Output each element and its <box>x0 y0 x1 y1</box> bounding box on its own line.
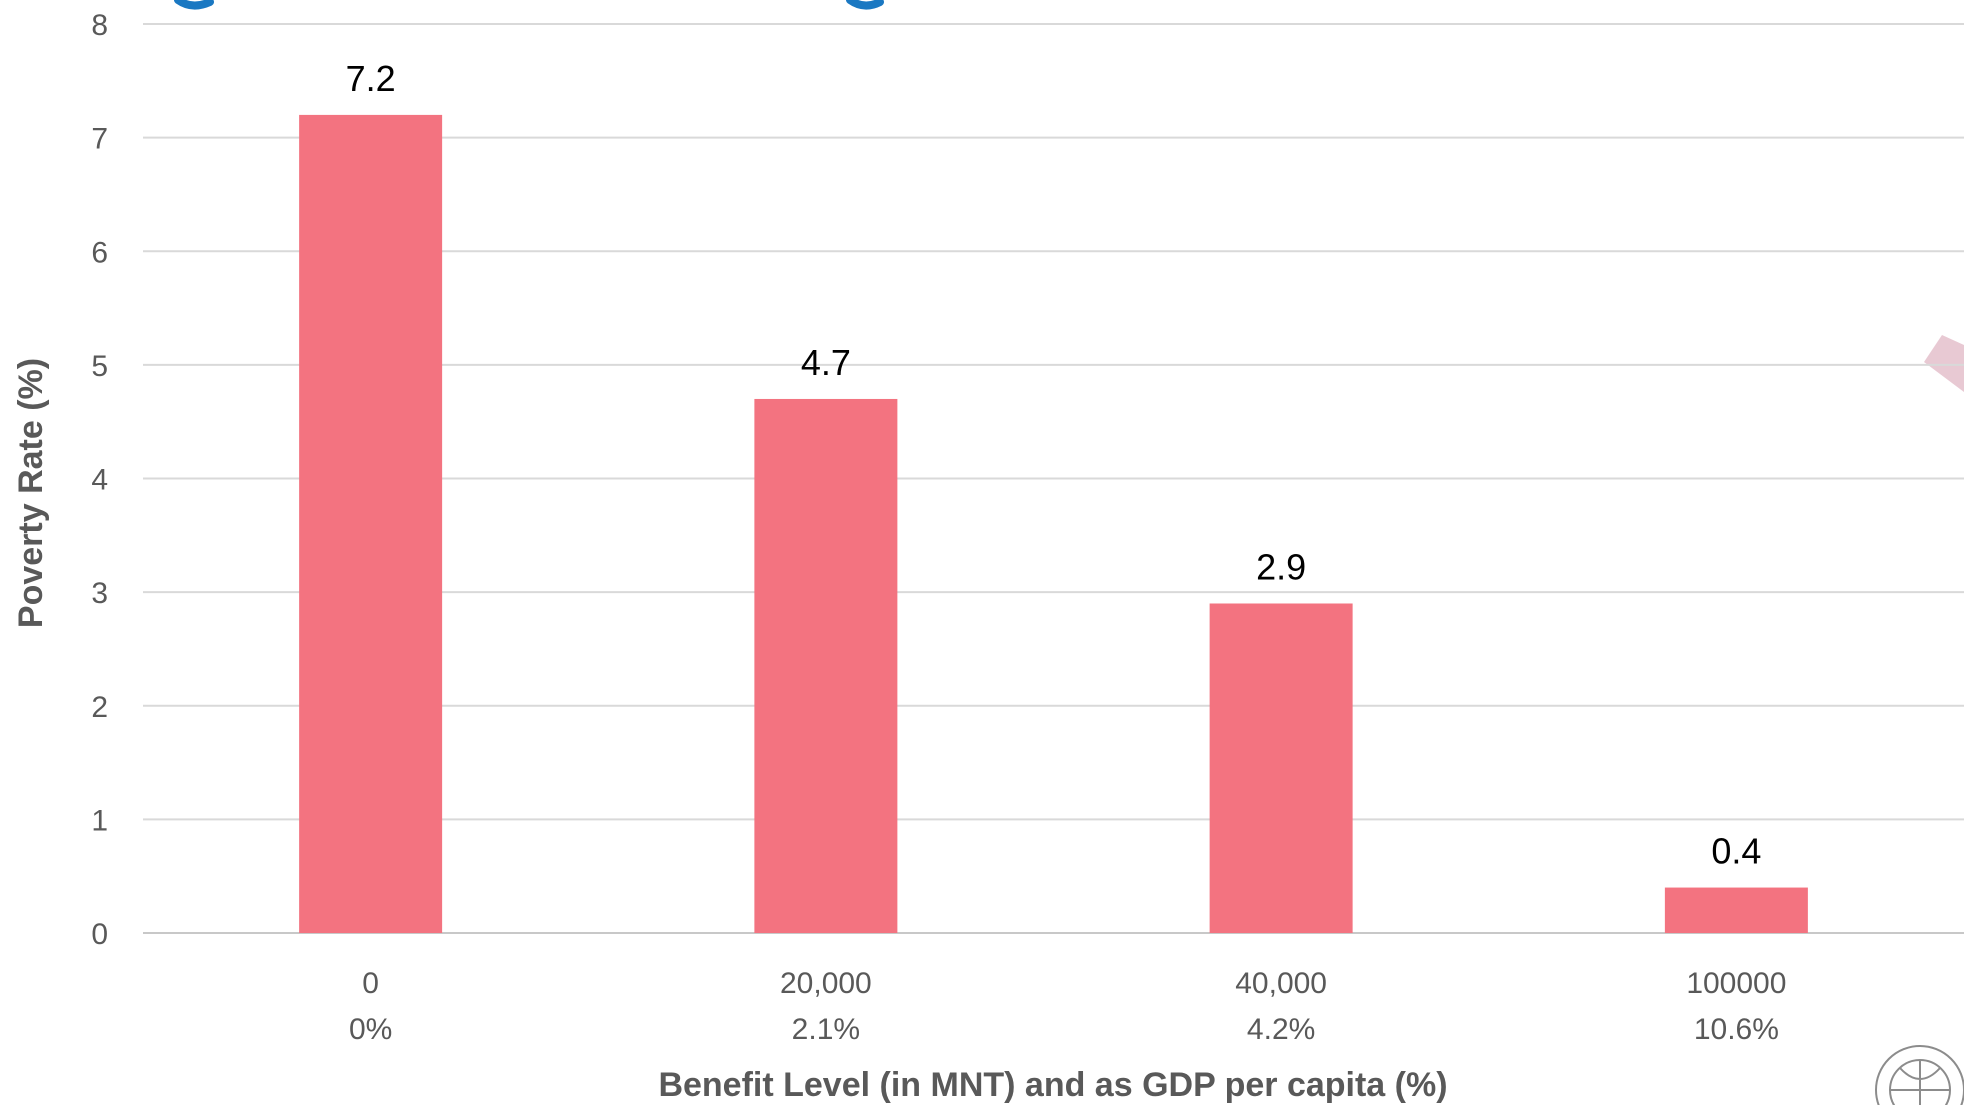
y-tick-label: 1 <box>91 804 108 837</box>
y-tick-label: 3 <box>91 577 108 610</box>
y-tick-label: 8 <box>91 9 108 42</box>
decorative-diamond-shape <box>1924 335 1964 392</box>
bar <box>299 114 443 933</box>
data-label: 7.2 <box>346 58 396 99</box>
top-arc-right <box>846 0 884 10</box>
y-axis-title: Poverty Rate (%) <box>12 358 50 628</box>
data-labels: 7.2 4.7 2.9 0.4 <box>346 58 1762 872</box>
x-tick-label-gdp-share: 4.2% <box>1247 1013 1315 1046</box>
y-tick-label: 7 <box>91 123 108 156</box>
data-label: 4.7 <box>801 342 851 383</box>
emblem-meridians <box>1890 1060 1950 1105</box>
y-tick-label: 5 <box>91 350 108 383</box>
emblem-outer-ring <box>1875 1045 1964 1105</box>
x-axis-title: Benefit Level (in MNT) and as GDP per ca… <box>658 1066 1447 1104</box>
x-tick-label-level: 0 <box>362 967 379 1000</box>
data-label: 2.9 <box>1256 546 1306 587</box>
bars <box>299 114 1808 933</box>
y-tick-label: 6 <box>91 236 108 269</box>
gridlines <box>143 23 1964 934</box>
x-tick-label-level: 20,000 <box>780 967 872 1000</box>
un-emblem-logo <box>1875 1045 1964 1105</box>
y-tick-label: 0 <box>91 918 108 951</box>
x-tick-label-gdp-share: 0% <box>349 1013 392 1046</box>
x-tick-label-gdp-share: 2.1% <box>792 1013 860 1046</box>
x-tick-label-gdp-share: 10.6% <box>1694 1013 1779 1046</box>
x-axis-ticks: 0 0% 20,000 2.1% 40,000 4.2% 100000 10.6% <box>349 967 1786 1046</box>
top-arc-left <box>174 0 214 10</box>
bar <box>1209 603 1353 933</box>
decorative-top-arcs <box>174 0 884 10</box>
bar <box>754 398 898 933</box>
y-axis-ticks: 0 1 2 3 4 5 6 7 8 <box>91 9 108 951</box>
bar <box>1664 887 1808 933</box>
y-tick-label: 2 <box>91 691 108 724</box>
data-label: 0.4 <box>1711 831 1761 872</box>
y-tick-label: 4 <box>91 464 108 497</box>
x-tick-label-level: 100000 <box>1686 967 1786 1000</box>
x-tick-label-level: 40,000 <box>1235 967 1327 1000</box>
